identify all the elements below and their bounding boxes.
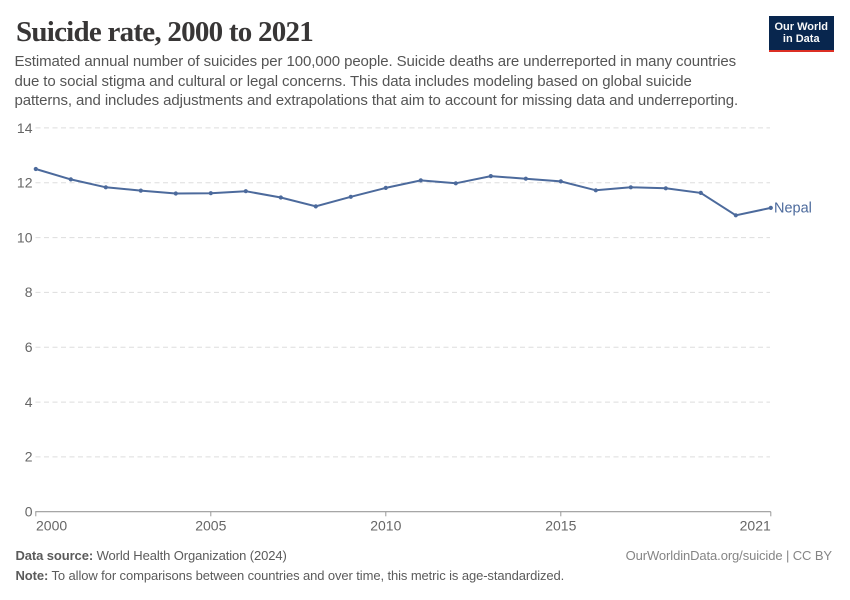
svg-text:2000: 2000	[36, 518, 67, 534]
svg-text:8: 8	[25, 284, 33, 300]
svg-text:14: 14	[17, 120, 33, 136]
svg-text:2: 2	[25, 449, 33, 465]
svg-text:4: 4	[25, 394, 33, 410]
svg-text:Nepal: Nepal	[774, 201, 812, 217]
svg-text:10: 10	[17, 229, 33, 245]
svg-text:2005: 2005	[195, 518, 226, 534]
svg-text:0: 0	[25, 504, 33, 520]
svg-text:6: 6	[25, 339, 33, 355]
svg-text:2010: 2010	[370, 518, 401, 534]
svg-text:12: 12	[17, 175, 33, 191]
svg-text:2015: 2015	[545, 518, 576, 534]
svg-text:2021: 2021	[740, 518, 771, 534]
